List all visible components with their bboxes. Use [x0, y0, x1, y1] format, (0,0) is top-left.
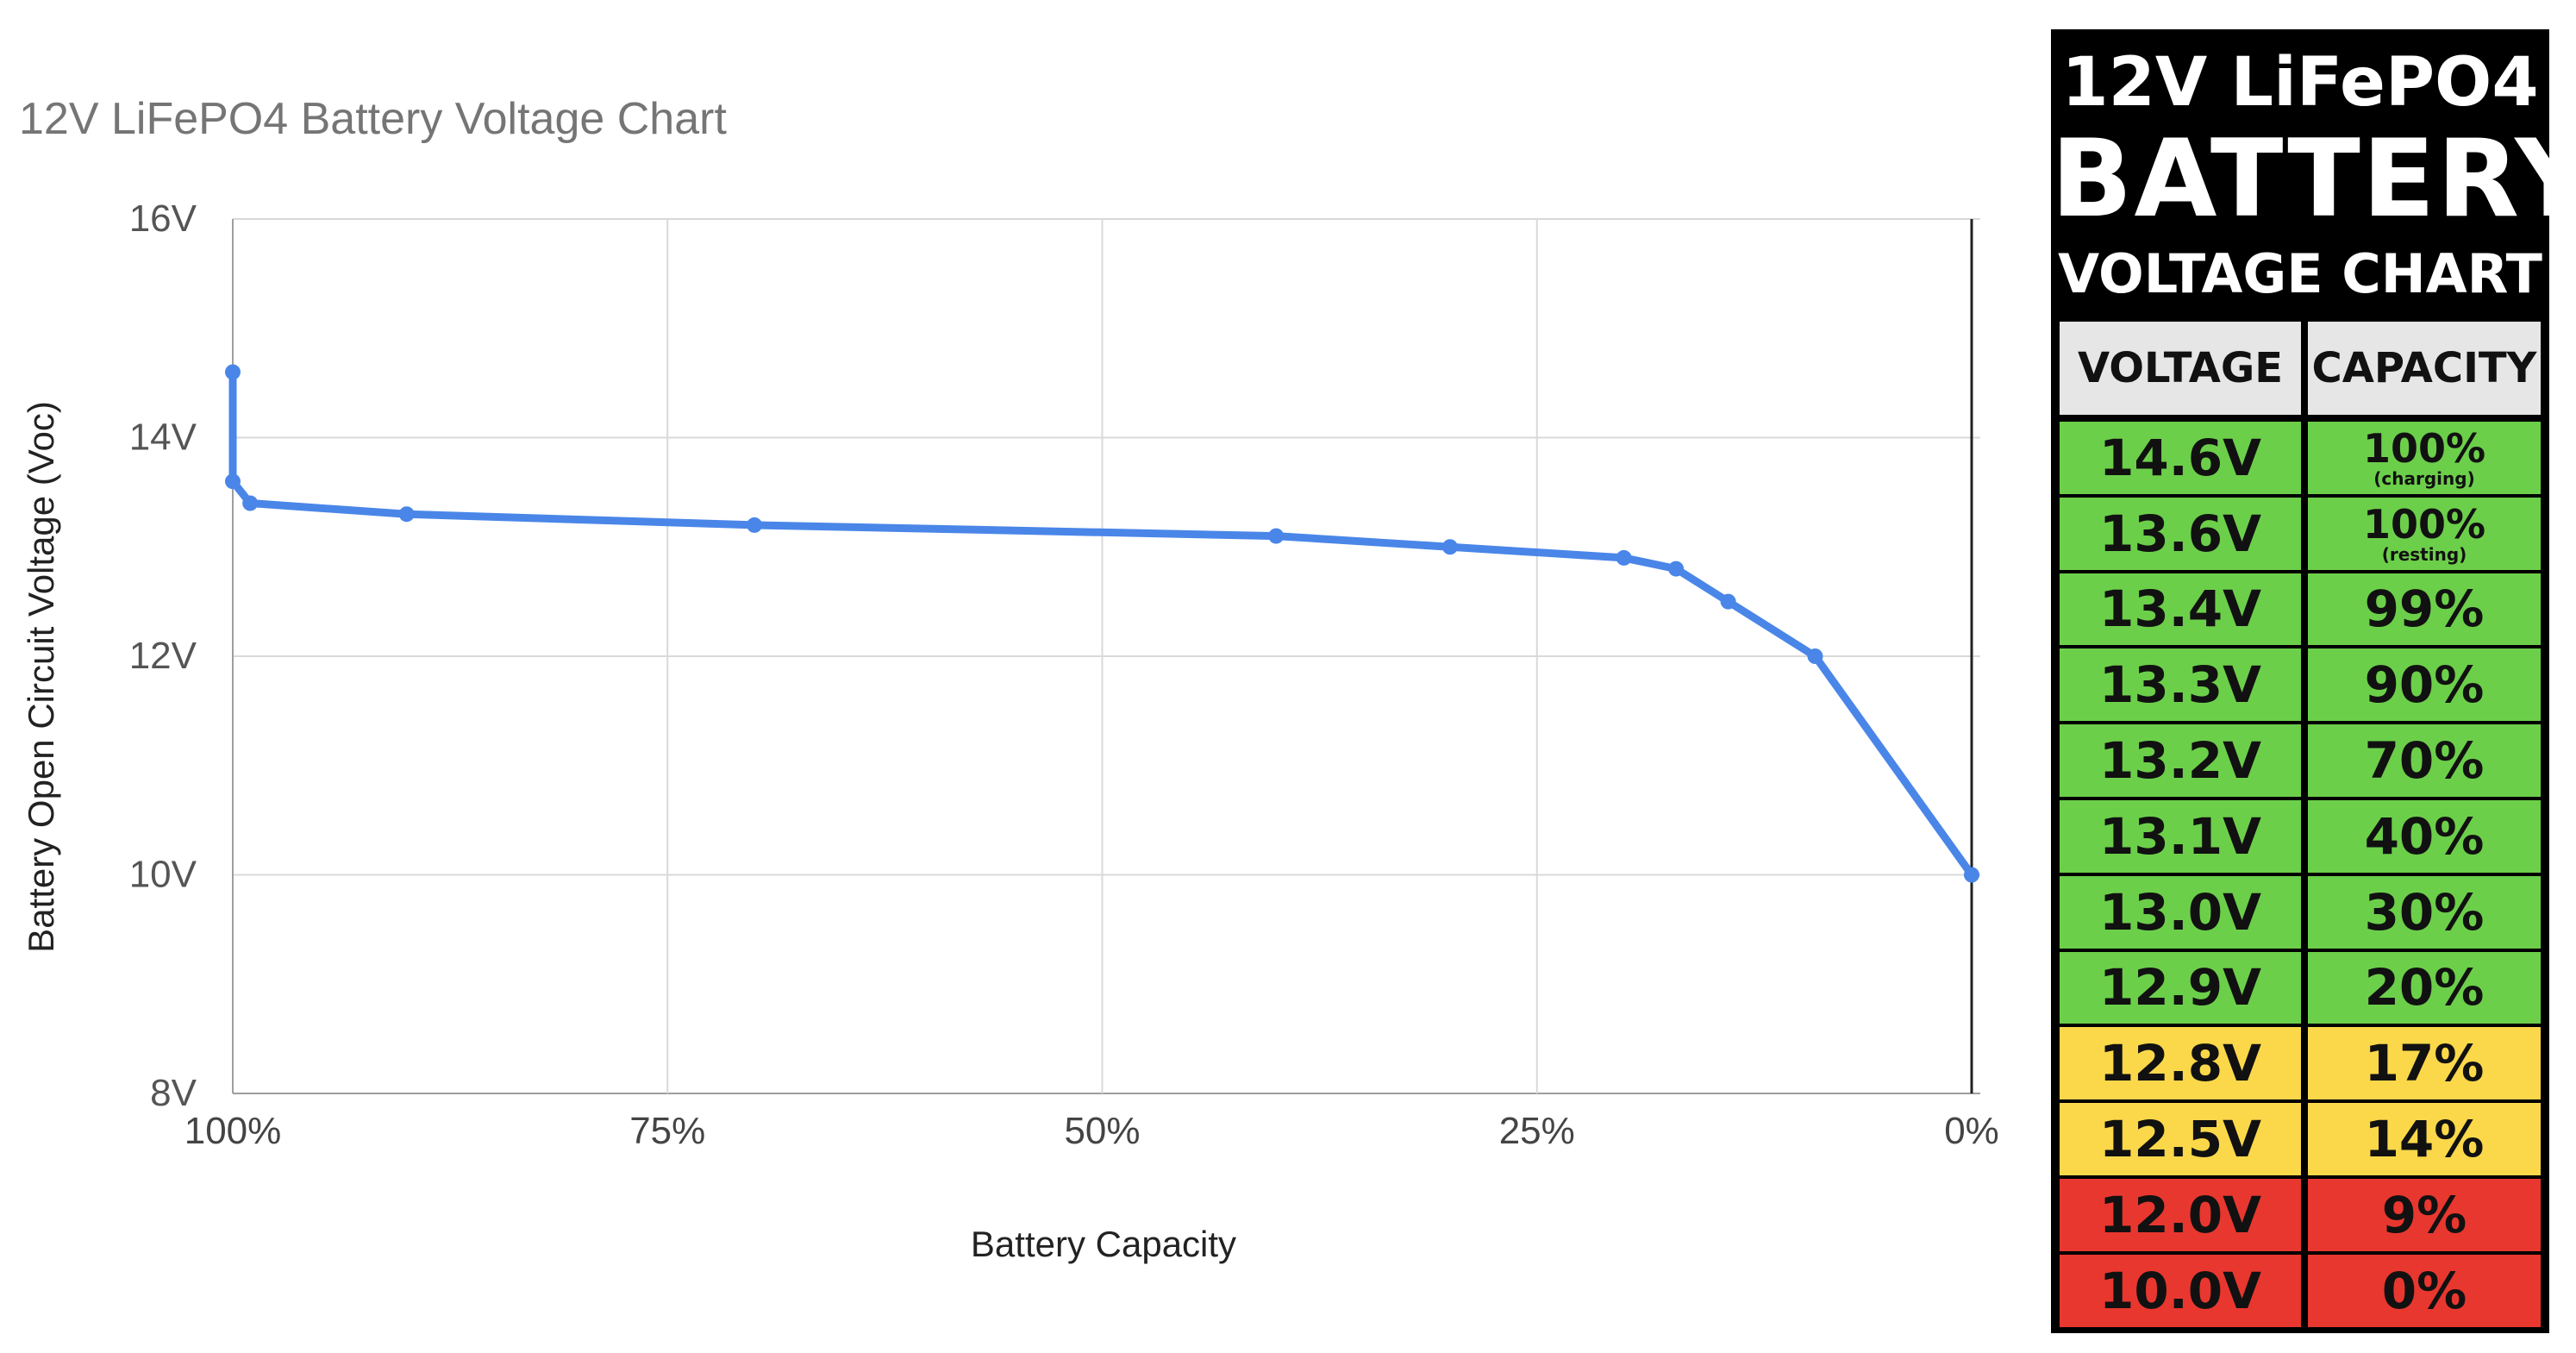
y-axis-label: Battery Open Circuit Voltage (Voc) — [21, 401, 61, 953]
voltage-cell: 13.1V — [2060, 800, 2301, 873]
x-tick-label: 0% — [1944, 1110, 1999, 1152]
data-point — [1720, 593, 1736, 610]
voltage-cell: 13.2V — [2060, 724, 2301, 797]
data-point — [225, 473, 241, 490]
capacity-cell: 70% — [2308, 724, 2541, 797]
capacity-cell: 40% — [2308, 800, 2541, 873]
capacity-note: (charging) — [2373, 467, 2475, 489]
x-tick-label: 100% — [184, 1110, 282, 1152]
data-point — [1616, 549, 1632, 566]
voltage-cell: 13.6V — [2060, 497, 2301, 570]
x-axis-label: Battery Capacity — [971, 1224, 1236, 1264]
data-point — [242, 495, 259, 511]
voltage-cell: 10.0V — [2060, 1254, 2301, 1327]
data-point — [1807, 648, 1823, 664]
series-layer — [225, 364, 1979, 883]
voltage-cell: 12.5V — [2060, 1103, 2301, 1175]
capacity-cell: 99% — [2308, 573, 2541, 646]
capacity-value: 14% — [2364, 1110, 2485, 1169]
capacity-cell: 14% — [2308, 1103, 2541, 1175]
x-tick-labels: 100% 75% 50% 25% 0% — [184, 1110, 1999, 1152]
voltage-cell: 12.0V — [2060, 1179, 2301, 1251]
x-tick-label: 50% — [1064, 1110, 1140, 1152]
capacity-value: 99% — [2364, 579, 2485, 639]
capacity-cell: 9% — [2308, 1179, 2541, 1251]
y-tick-label: 12V — [129, 635, 197, 677]
table-header-capacity: CAPACITY — [2308, 322, 2541, 415]
data-point — [1964, 867, 1979, 883]
voltage-cell: 13.0V — [2060, 875, 2301, 949]
voltage-table-panel: 12V LiFePO4 BATTERY VOLTAGE CHART VOLTAG… — [2051, 29, 2576, 1333]
y-tick-label: 10V — [129, 854, 197, 896]
y-tick-label: 14V — [129, 417, 197, 459]
line-chart: 12V LiFePO4 Battery Voltage Chart 16V 14V… — [19, 94, 1999, 1264]
table-title-line-1: 12V LiFePO4 — [2061, 44, 2539, 122]
capacity-value: 17% — [2364, 1034, 2485, 1093]
capacity-value: 30% — [2364, 882, 2485, 942]
capacity-value: 90% — [2364, 655, 2485, 715]
y-tick-label: 8V — [150, 1072, 197, 1114]
capacity-cell: 20% — [2308, 951, 2541, 1024]
capacity-cell: 100% (resting) — [2308, 497, 2541, 570]
data-point — [1441, 539, 1458, 555]
voltage-cell: 13.4V — [2060, 573, 2301, 646]
voltage-cell: 12.9V — [2060, 951, 2301, 1024]
capacity-value: 100% — [2362, 500, 2486, 548]
capacity-value: 0% — [2381, 1261, 2467, 1320]
y-tick-labels: 16V 14V 12V 10V 8V — [129, 197, 197, 1114]
capacity-value: 20% — [2364, 958, 2485, 1018]
voltage-cell: 14.6V — [2060, 422, 2301, 494]
chart-title: 12V LiFePO4 Battery Voltage Chart — [19, 94, 727, 144]
y-tick-label: 16V — [129, 197, 197, 240]
voltage-cell: 12.8V — [2060, 1027, 2301, 1100]
x-tick-label: 75% — [629, 1110, 705, 1152]
voltage-cell: 13.3V — [2060, 648, 2301, 722]
capacity-cell: 0% — [2308, 1254, 2541, 1327]
capacity-cell: 30% — [2308, 875, 2541, 949]
gridlines — [232, 218, 1980, 1094]
data-point — [1668, 561, 1685, 577]
capacity-value: 40% — [2364, 806, 2485, 866]
data-point — [225, 364, 241, 380]
data-point — [398, 506, 415, 523]
capacity-cell: 100% (charging) — [2308, 422, 2541, 494]
data-point — [747, 517, 763, 533]
capacity-cell: 90% — [2308, 648, 2541, 722]
table-title-line-3: VOLTAGE CHART — [2058, 242, 2542, 305]
data-point — [1268, 528, 1285, 544]
capacity-cell: 17% — [2308, 1027, 2541, 1100]
capacity-value: 100% — [2362, 424, 2486, 472]
capacity-value: 70% — [2364, 731, 2485, 791]
table-title-line-2: BATTERY — [2051, 117, 2576, 241]
capacity-note: (resting) — [2381, 543, 2467, 565]
x-tick-label: 25% — [1499, 1110, 1575, 1152]
capacity-value: 9% — [2381, 1185, 2467, 1244]
table-header-voltage: VOLTAGE — [2060, 322, 2301, 415]
